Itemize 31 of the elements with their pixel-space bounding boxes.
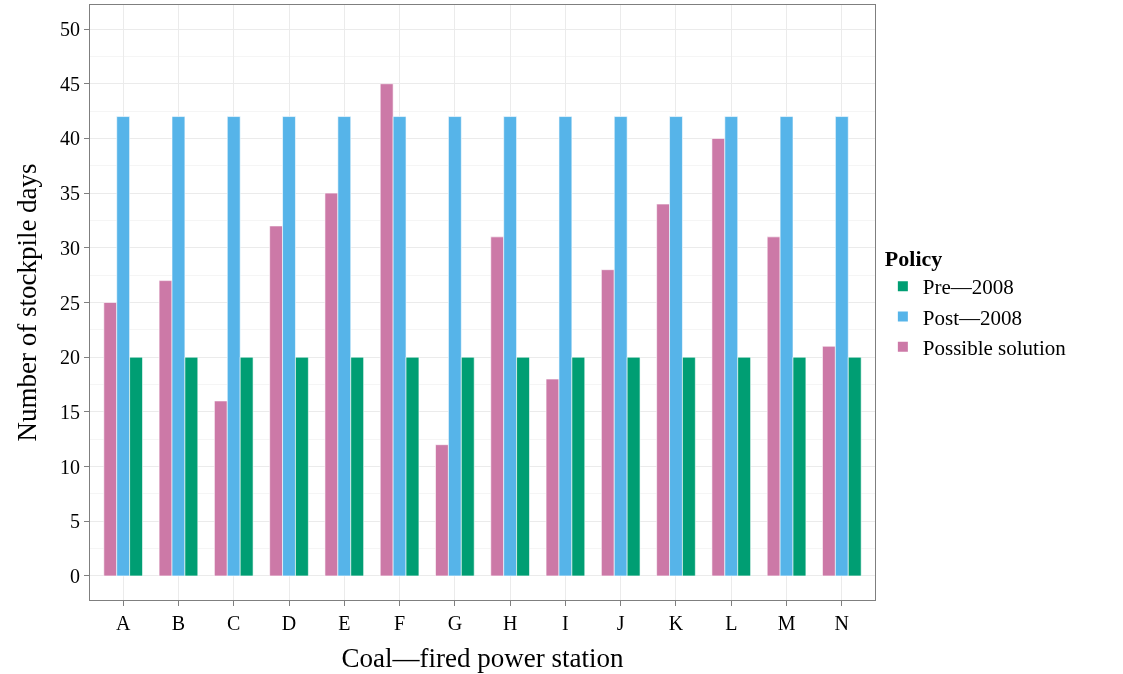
x-tick-label: E: [338, 612, 351, 634]
legend-label: Pre—2008: [922, 275, 1014, 300]
x-tick-label: B: [171, 612, 186, 634]
x-tick-label: F: [394, 612, 406, 634]
x-tick-label: K: [668, 612, 684, 634]
y-tick-label: 5: [70, 510, 80, 533]
x-tick-label: A: [115, 612, 131, 634]
y-tick-label: 10: [60, 455, 80, 478]
legend-label: Post—2008: [922, 305, 1023, 330]
x-axis-title: Coal—fired power station: [341, 643, 624, 674]
x-tick-label: H: [502, 612, 518, 634]
y-tick-label: 20: [60, 346, 80, 369]
y-tick-label: 35: [60, 182, 80, 205]
x-tick-label: J: [616, 612, 625, 634]
y-tick-label: 30: [60, 236, 80, 259]
x-tick-label: L: [725, 612, 738, 634]
x-tick-label: G: [447, 612, 463, 634]
legend-label: Possible solution: [922, 336, 1067, 361]
y-tick-label: 0: [70, 564, 80, 587]
y-tick-label: 40: [60, 127, 80, 150]
y-tick-label: 50: [60, 18, 80, 41]
x-tick-label: D: [281, 612, 297, 634]
x-tick-label: M: [777, 612, 796, 634]
x-tick-label: N: [834, 612, 850, 634]
y-tick-label: 45: [60, 72, 80, 95]
y-tick-label: 25: [60, 291, 80, 314]
x-tick-label: I: [562, 612, 569, 634]
y-axis-title: Number of stockpile days: [12, 163, 43, 442]
legend-title: Policy: [884, 246, 943, 272]
x-tick-label: C: [227, 612, 241, 634]
y-tick-label: 15: [60, 400, 80, 423]
